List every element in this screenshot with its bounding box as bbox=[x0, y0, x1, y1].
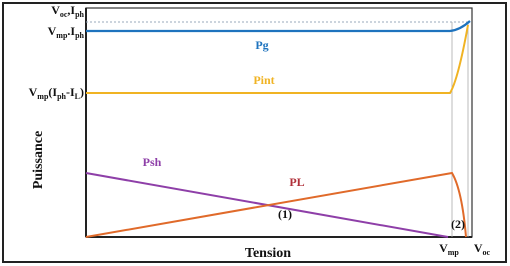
subscript: mp bbox=[56, 31, 68, 40]
y-axis-title: Puissance bbox=[31, 131, 46, 189]
label-part: (I bbox=[48, 85, 57, 99]
y-label: Vmp(Iph-IL) bbox=[29, 85, 84, 101]
y-label: Voc,Iph bbox=[51, 3, 84, 19]
label-part: V bbox=[29, 85, 38, 99]
point-label: (2) bbox=[451, 217, 465, 231]
curve-label: Pint bbox=[253, 73, 274, 87]
y-label: Vmp.Iph bbox=[48, 24, 85, 40]
label-part: V bbox=[474, 241, 483, 255]
label-part: ) bbox=[80, 85, 84, 99]
label-part: -I bbox=[66, 85, 75, 99]
subscript: L bbox=[75, 92, 80, 101]
pl-curve bbox=[85, 171, 467, 238]
pg-curve bbox=[86, 20, 471, 33]
label-part: V bbox=[51, 3, 60, 17]
x-label: Vmp bbox=[439, 241, 459, 257]
subscript: mp bbox=[448, 248, 460, 257]
pint-curve bbox=[86, 24, 469, 94]
subscript: oc bbox=[483, 248, 491, 257]
subscript: oc bbox=[60, 10, 68, 19]
subscript: ph bbox=[75, 31, 84, 40]
curve-label: PL bbox=[289, 175, 304, 189]
label-part: V bbox=[48, 24, 57, 38]
x-axis-title: Tension bbox=[245, 246, 291, 261]
subscript: mp bbox=[37, 92, 49, 101]
label-part: .I bbox=[67, 24, 75, 38]
curve-label: Psh bbox=[143, 155, 162, 169]
subscript: ph bbox=[57, 92, 66, 101]
label-part: ,I bbox=[67, 3, 75, 17]
curve-label: Pg bbox=[255, 38, 268, 52]
point-label: (1) bbox=[278, 207, 292, 221]
label-part: V bbox=[439, 241, 448, 255]
x-label: Voc bbox=[474, 241, 491, 257]
subscript: ph bbox=[75, 10, 84, 19]
